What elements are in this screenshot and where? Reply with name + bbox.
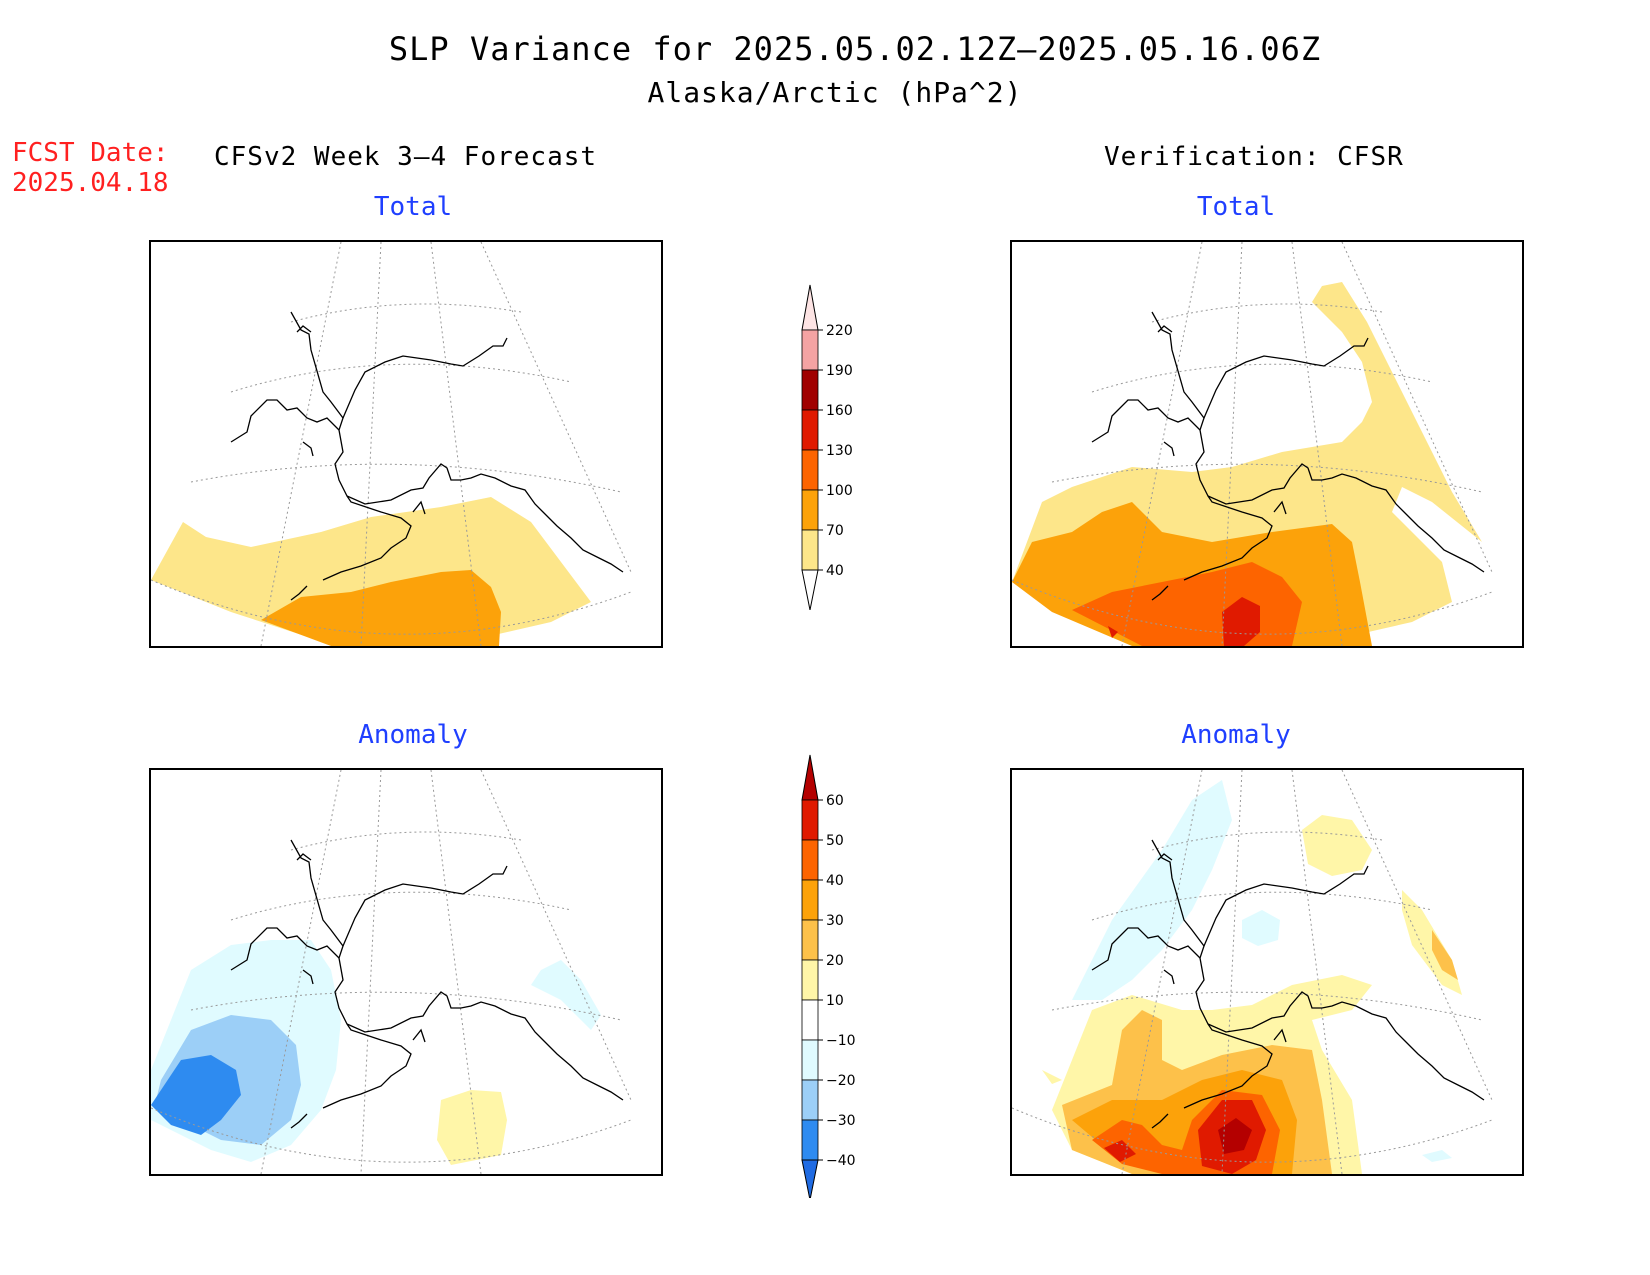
colorbar-tick-label: 100 — [826, 483, 853, 499]
map-title: SLP Variance for 2025.05.02.12Z–2025.05.… — [388, 30, 1322, 68]
colorbar-segment — [801, 409, 819, 451]
verification-anomaly-label: Anomaly — [1181, 720, 1291, 750]
forecast-date-value: 2025.04.18 — [12, 168, 169, 198]
colorbar-tick-label: 190 — [826, 363, 853, 379]
colorbar-tick-label: −30 — [826, 1113, 856, 1129]
coastline — [230, 839, 624, 1129]
colorbar-bottom-extension — [801, 1159, 819, 1198]
colorbar-tick-label: −20 — [826, 1073, 856, 1089]
forecast-total-map — [149, 240, 663, 648]
colorbar-segment — [801, 329, 819, 371]
colorbar-tick-label: 20 — [826, 953, 844, 969]
colorbar-top-extension — [801, 754, 819, 801]
graticule — [151, 242, 632, 646]
colorbar-tick-label: −10 — [826, 1033, 856, 1049]
anomaly-neg30-neg40-region — [151, 1055, 241, 1135]
anomaly-colorbar: −40 −30 −20 −10 10 20 30 40 50 60 — [801, 754, 856, 1198]
colorbar-tick-label: 40 — [826, 873, 844, 889]
colorbar-segment — [801, 1119, 819, 1161]
forecast-date-label: FCST Date: — [12, 138, 169, 168]
anomaly-60-plus-region — [1218, 1118, 1252, 1154]
colorbar-tick-label: 70 — [826, 523, 844, 539]
colorbar-segment — [801, 529, 819, 571]
colorbar-segment — [801, 959, 819, 1001]
verification-column-heading: Verification: CFSR — [1104, 142, 1404, 172]
colorbar-tick-label: 130 — [826, 443, 853, 459]
coastline — [1091, 311, 1485, 601]
colorbar-segment — [801, 919, 819, 961]
colorbar-tick-label: 220 — [826, 323, 853, 339]
colorbar-tick-label: 50 — [826, 833, 844, 849]
colorbar-segment — [801, 1039, 819, 1081]
colorbar-tick-label: 30 — [826, 913, 844, 929]
graticule — [1012, 770, 1493, 1174]
total-variance-colorbar: 40 70 100 130 160 190 220 — [801, 284, 853, 610]
colorbar-bottom-extension — [801, 569, 819, 610]
verification-anomaly-map — [1010, 768, 1524, 1176]
colorbar-segment — [801, 369, 819, 411]
graticule — [1012, 242, 1493, 646]
verification-total-map — [1010, 240, 1524, 648]
colorbar-segment — [801, 879, 819, 921]
colorbar-top-extension — [801, 284, 819, 331]
variance-70-100-region — [261, 570, 501, 646]
map-subtitle: Alaska/Arctic (hPa^2) — [647, 76, 1023, 109]
verification-total-label: Total — [1196, 192, 1276, 222]
forecast-column-heading: CFSv2 Week 3–4 Forecast — [214, 142, 598, 172]
coastline — [230, 311, 624, 601]
coastline — [1091, 839, 1485, 1129]
colorbar-tick-label: 40 — [826, 563, 844, 579]
colorbar-segment — [801, 1079, 819, 1121]
colorbar-tick-label: 60 — [826, 793, 844, 809]
forecast-anomaly-map — [149, 768, 663, 1176]
anomaly-10-20-region — [437, 1090, 507, 1165]
forecast-total-label: Total — [373, 192, 453, 222]
colorbar-segment — [801, 839, 819, 881]
colorbar-segment — [801, 449, 819, 491]
colorbar-segment — [801, 489, 819, 531]
colorbar-segment — [801, 999, 819, 1041]
colorbar-tick-label: 10 — [826, 993, 844, 1009]
forecast-anomaly-label: Anomaly — [358, 720, 468, 750]
colorbar-segment — [801, 799, 819, 841]
colorbar-tick-label: 160 — [826, 403, 853, 419]
colorbar-tick-label: −40 — [826, 1153, 856, 1169]
graticule — [151, 770, 632, 1174]
